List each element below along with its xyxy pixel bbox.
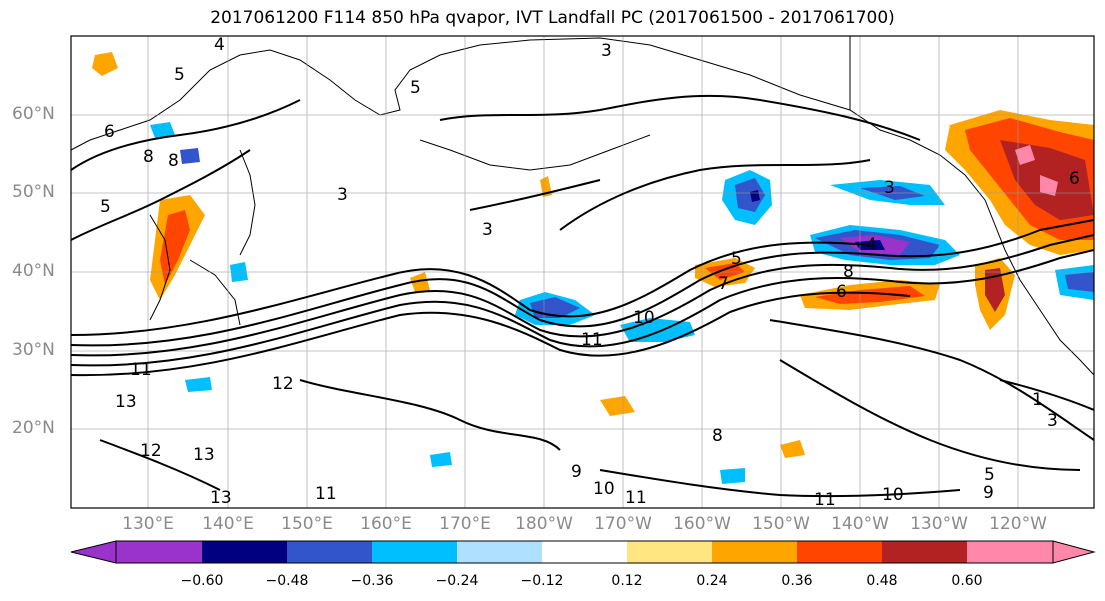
- contour-label: 8: [143, 147, 154, 167]
- contour-label: 3: [1047, 411, 1058, 431]
- contour-label: 9: [983, 483, 994, 503]
- colorbar-swatch: [797, 541, 882, 563]
- contour-lines: [71, 94, 1094, 498]
- contour-label: 13: [115, 392, 137, 412]
- lat-label: 40°N: [12, 261, 55, 281]
- contour-label: 3: [482, 220, 493, 240]
- lon-label: 160°E: [360, 514, 412, 534]
- lat-label: 60°N: [12, 104, 55, 124]
- contour-label: 12: [272, 374, 294, 394]
- lon-label: 130°W: [910, 514, 968, 534]
- lat-label: 30°N: [12, 340, 55, 360]
- colorbar-swatch: [627, 541, 712, 563]
- lon-label: 170°E: [439, 514, 491, 534]
- gridlines: [71, 36, 1094, 508]
- contour-label: 4: [214, 35, 225, 55]
- colorbar: [70, 540, 1096, 564]
- contour-label: 11: [625, 488, 647, 508]
- colorbar-tick-label: −0.36: [350, 573, 394, 589]
- colorbar-tick-label: 0.24: [696, 573, 728, 589]
- contour-label: 6: [104, 122, 115, 142]
- lon-label: 120°W: [989, 514, 1047, 534]
- contour-label: 10: [593, 479, 615, 499]
- contour-label: 8: [712, 426, 723, 446]
- contour-label: 8: [843, 262, 854, 282]
- lon-label: 150°W: [752, 514, 810, 534]
- colorbar-swatch: [372, 541, 457, 563]
- contour-label: 9: [571, 462, 582, 482]
- colorbar-arrow-right: [1052, 540, 1096, 564]
- coastlines: [71, 36, 1094, 376]
- contour-label: 11: [130, 360, 152, 380]
- contour-label: 12: [140, 441, 162, 461]
- colorbar-swatch: [457, 541, 542, 563]
- colorbar-swatch: [882, 541, 967, 563]
- colorbar-tick-label: −0.12: [520, 573, 564, 589]
- map-content: [71, 36, 1094, 508]
- negative-anomaly-fill: [150, 122, 1094, 484]
- contour-label: 5: [100, 197, 111, 217]
- colorbar-tick-label: −0.48: [265, 573, 309, 589]
- colorbar-swatch: [542, 541, 627, 563]
- lon-label: 130°E: [122, 514, 174, 534]
- contour-label: 6: [1069, 169, 1080, 189]
- contour-label: 10: [882, 485, 904, 505]
- colorbar-tick-label: 0.48: [866, 573, 898, 589]
- contour-label: 7: [718, 274, 729, 294]
- contour-label: 6: [836, 282, 847, 302]
- contour-label: 5: [410, 78, 421, 98]
- contour-label: 5: [174, 65, 185, 85]
- colorbar-tick-label: 0.12: [611, 573, 643, 589]
- contour-label: 8: [168, 151, 179, 171]
- lat-label: 50°N: [12, 182, 55, 202]
- lon-label: 140°W: [831, 514, 889, 534]
- contour-label: 4: [866, 235, 877, 255]
- colorbar-swatch: [967, 541, 1053, 563]
- contour-label: 3: [601, 41, 612, 61]
- contour-label: 3: [337, 185, 348, 205]
- contour-label: 5: [731, 249, 742, 269]
- lon-label: 150°E: [281, 514, 333, 534]
- lat-label: 20°N: [12, 418, 55, 438]
- colorbar-swatch: [712, 541, 797, 563]
- contour-label: 3: [884, 178, 895, 198]
- colorbar-tick-label: 0.60: [951, 573, 983, 589]
- contour-label: 11: [814, 490, 836, 510]
- map-frame: [70, 35, 1095, 509]
- contour-label: 11: [581, 330, 603, 350]
- colorbar-swatch: [116, 541, 202, 563]
- contour-label: 10: [633, 308, 655, 328]
- colorbar-arrow-left: [70, 540, 117, 564]
- figure-title: 2017061200 F114 850 hPa qvapor, IVT Land…: [210, 8, 895, 28]
- lon-label: 170°W: [594, 514, 652, 534]
- lon-label: 180°W: [515, 514, 573, 534]
- contour-labels: 4 5 5 6 8 8 3 3 3 5 6 7 8 10 11 11 12 13…: [100, 35, 1080, 510]
- contour-label: 11: [315, 484, 337, 504]
- contour-label: 5: [984, 465, 995, 485]
- colorbar-tick-label: −0.24: [435, 573, 479, 589]
- colorbar-swatch: [287, 541, 372, 563]
- colorbar-tick-label: 0.36: [781, 573, 813, 589]
- colorbar-swatch: [202, 541, 287, 563]
- lon-label: 160°W: [673, 514, 731, 534]
- colorbar-outline: [115, 540, 1054, 564]
- colorbar-tick-label: −0.60: [180, 573, 224, 589]
- lon-label: 140°E: [202, 514, 254, 534]
- contour-label: 1: [1032, 390, 1043, 410]
- contour-label: 13: [210, 488, 232, 508]
- contour-label: 13: [193, 445, 215, 465]
